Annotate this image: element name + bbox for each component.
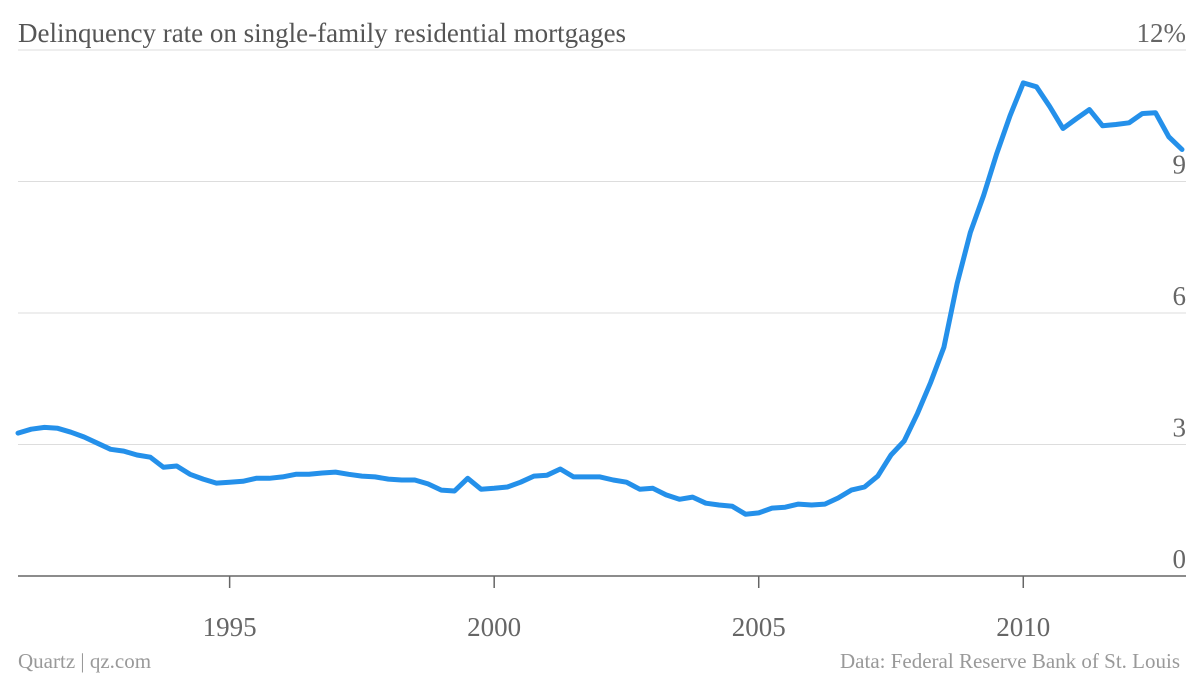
y-tick-label: 9 — [1173, 150, 1187, 180]
source: Data: Federal Reserve Bank of St. Louis — [840, 649, 1180, 673]
y-tick-label: 0 — [1173, 544, 1187, 574]
y-tick-label: 3 — [1173, 413, 1187, 443]
credit: Quartz | qz.com — [18, 649, 151, 673]
x-tick-label: 1995 — [203, 612, 257, 642]
x-tick-label: 2005 — [732, 612, 786, 642]
chart-title: Delinquency rate on single-family reside… — [18, 18, 626, 48]
line — [15, 80, 1185, 517]
y-tick-label: 6 — [1173, 281, 1187, 311]
x-tick-label: 2010 — [996, 612, 1050, 642]
x-tick-label: 2000 — [467, 612, 521, 642]
y-tick-label: 12% — [1137, 18, 1187, 48]
